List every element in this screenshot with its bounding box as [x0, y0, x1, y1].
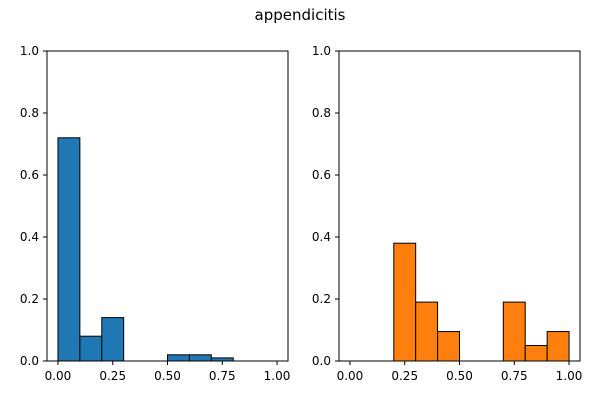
histogram-bar: [393, 242, 417, 362]
histogram-bar: [167, 354, 190, 362]
y-tick-label: 0.4: [312, 230, 331, 244]
x-tick-label: 0.75: [209, 369, 236, 383]
y-tick-label: 1.0: [20, 44, 39, 58]
y-tick-label: 0.0: [312, 354, 331, 368]
histogram-panel-2: 0.00 0.25 0.50 0.75 1.00 0.0 0.2 0.4 0.6 0.8 1.0: [312, 44, 582, 383]
x-tick-label: 0.50: [154, 369, 181, 383]
histogram-bar: [79, 335, 103, 362]
histogram-bar: [546, 331, 570, 362]
x-tick-label: 0.25: [99, 369, 126, 383]
y-tick-label: 0.2: [20, 292, 39, 306]
axes-frame: [46, 50, 289, 362]
y-tick-label: 0.8: [20, 106, 39, 120]
histogram-bar: [437, 331, 461, 362]
histogram-bar: [415, 301, 439, 362]
histogram-bar: [188, 354, 212, 362]
y-tick-label: 0.6: [312, 168, 331, 182]
x-tick-label: 0.25: [391, 369, 418, 383]
figure-title: appendicitis: [254, 6, 346, 24]
histogram-bar: [101, 317, 125, 362]
histogram-bar: [502, 301, 526, 362]
y-tick-label: 1.0: [312, 44, 331, 58]
axes-frame: [338, 50, 581, 362]
y-tick-label: 0.8: [312, 106, 331, 120]
x-tick-label: 0.75: [501, 369, 528, 383]
histogram-bar: [524, 345, 548, 362]
y-tick-label: 0.4: [20, 230, 39, 244]
x-tick-label: 1.00: [264, 369, 291, 383]
x-tick-label: 0.50: [446, 369, 473, 383]
y-tick-label: 0.6: [20, 168, 39, 182]
histogram-bar: [57, 137, 81, 362]
x-tick-label: 1.00: [556, 369, 583, 383]
y-tick-label: 0.2: [312, 292, 331, 306]
x-tick-label: 0.00: [337, 369, 364, 383]
histogram-panel-1: 0.00 0.25 0.50 0.75 1.00 0.0 0.2 0.4 0.6 0.8 1.0: [20, 44, 290, 383]
x-tick-label: 0.00: [45, 369, 72, 383]
y-tick-label: 0.0: [20, 354, 39, 368]
